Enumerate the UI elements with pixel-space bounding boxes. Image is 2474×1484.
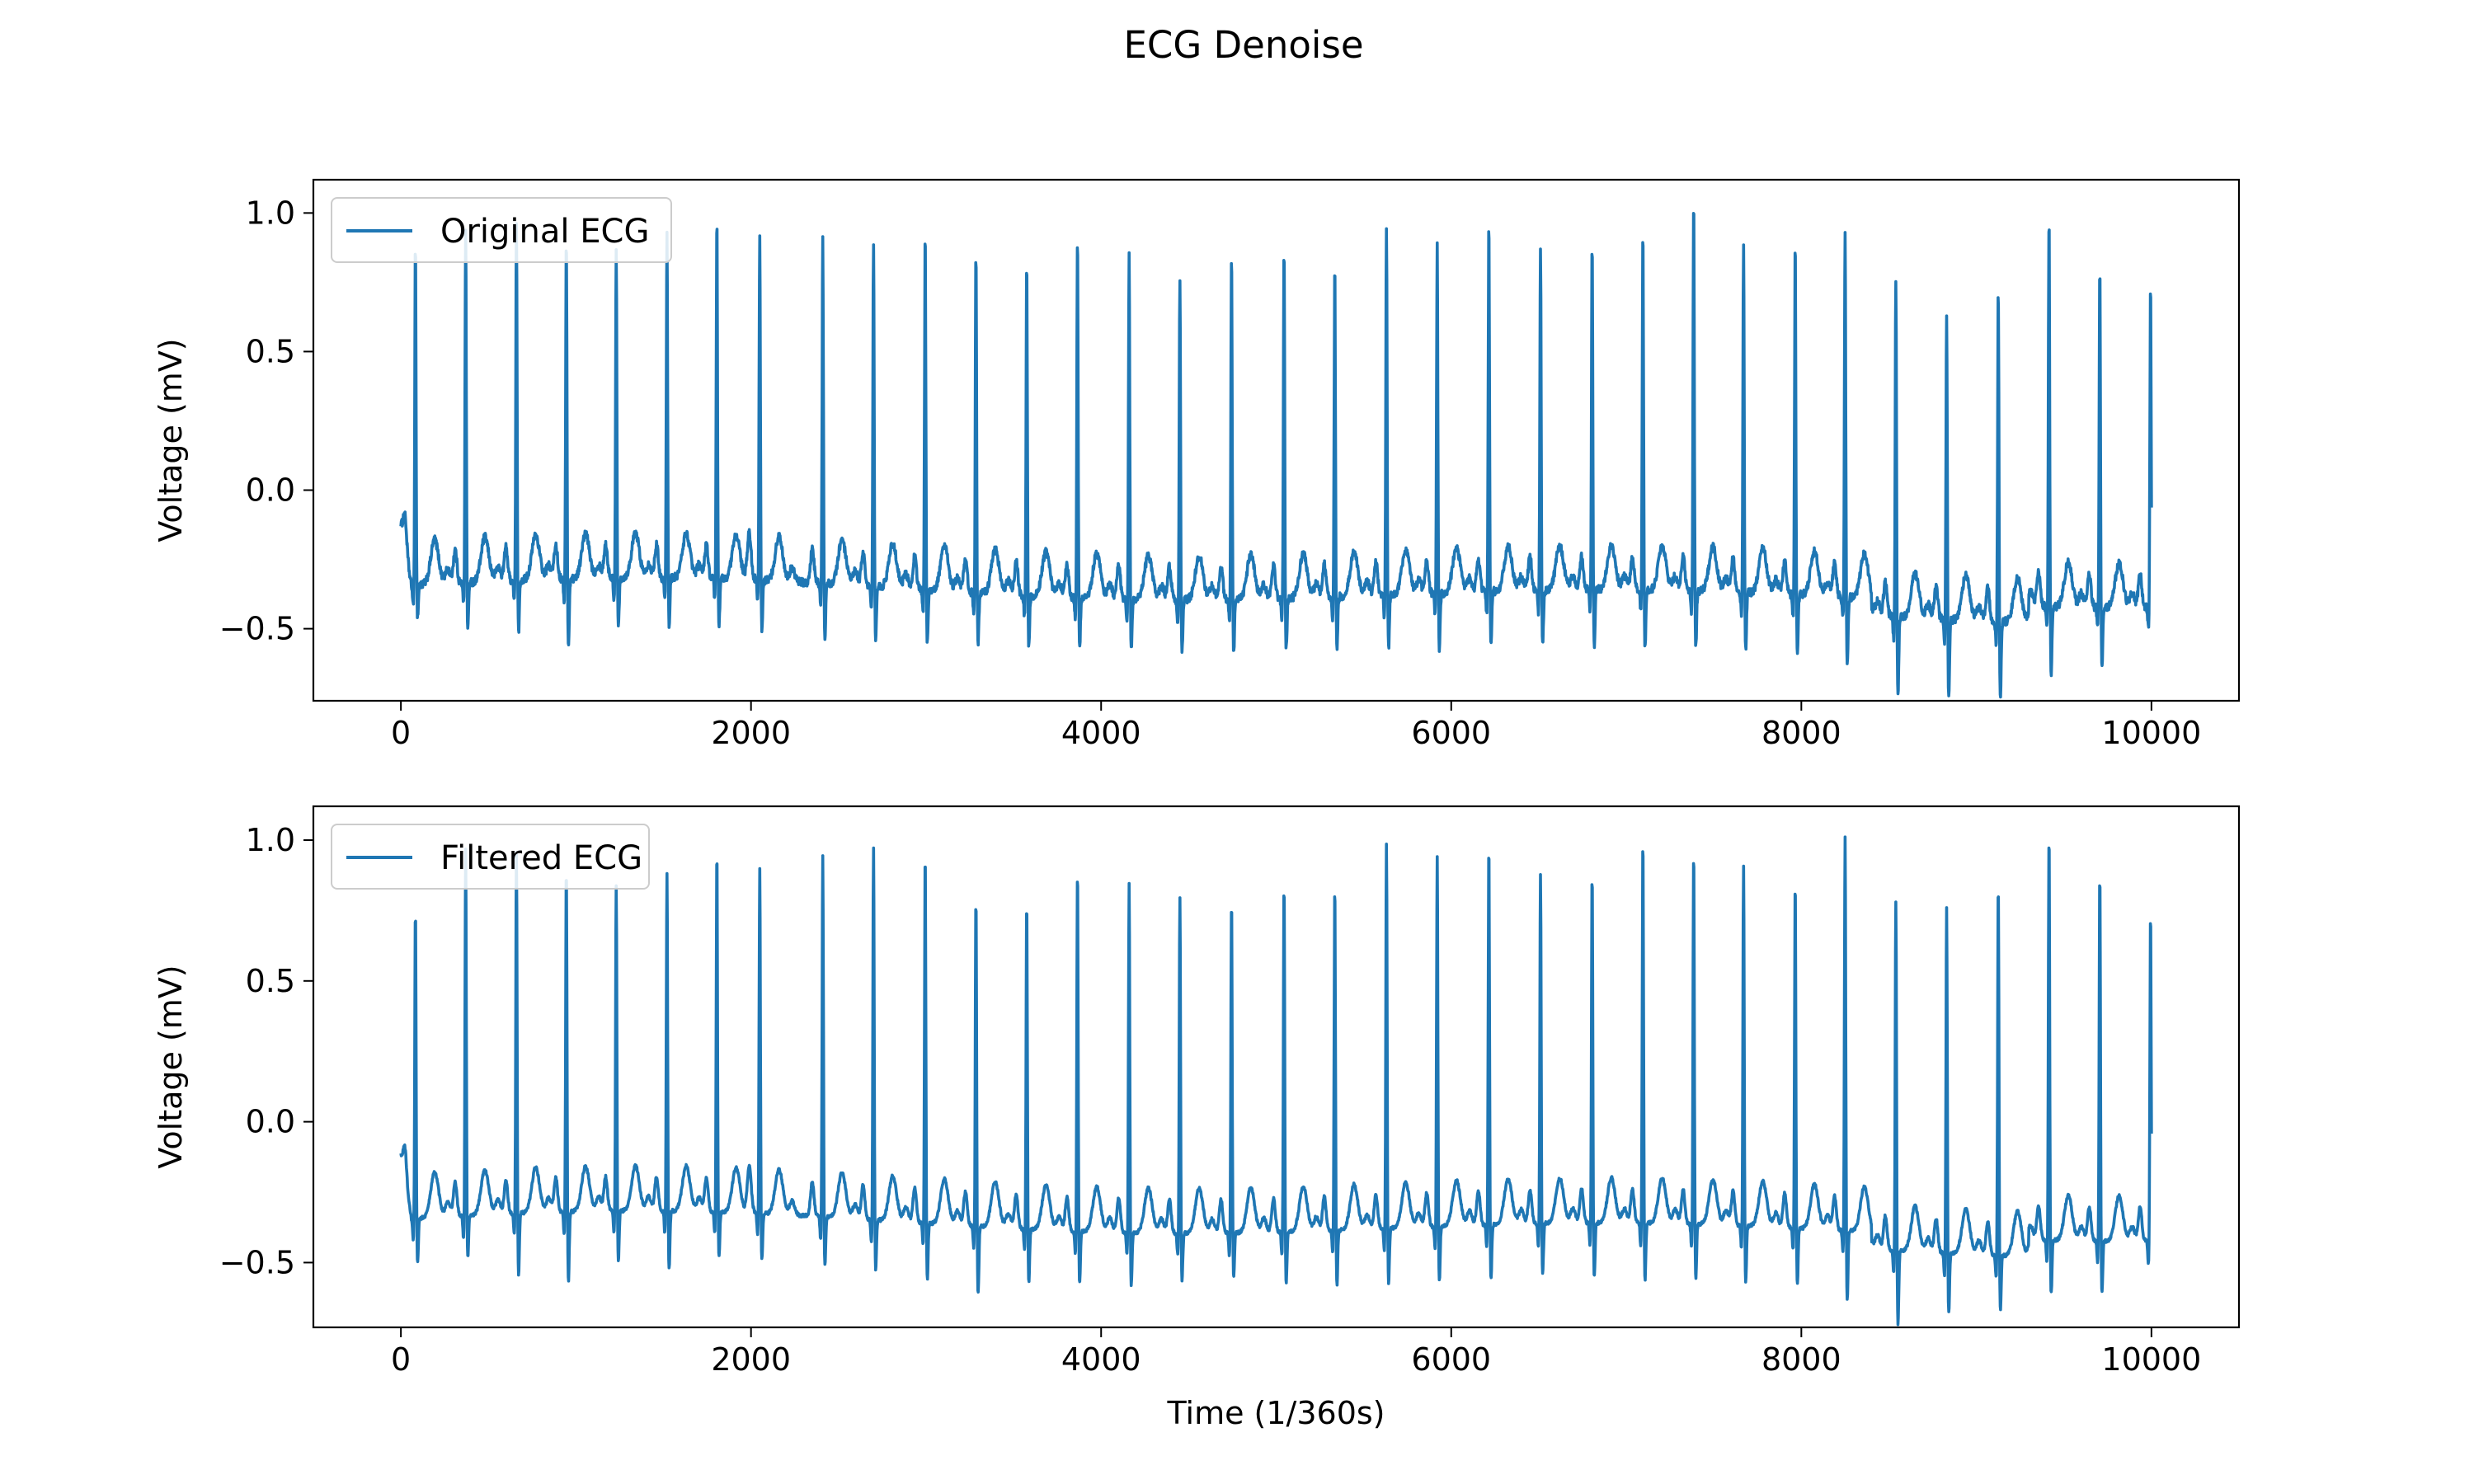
x-tick-label: 4000 [1061,1341,1141,1378]
y-axis-label: Voltage (mV) [153,965,189,1168]
y-tick-label: 0.5 [246,333,295,369]
x-tick-label: 2000 [711,1341,791,1378]
y-tick-label: 1.0 [246,195,295,231]
subplot-2: 0 2000 4000 6000 8000 10000 −0.5 0.0 0.5 1.0 Volta… [153,805,2241,1431]
legend-label: Original ECG [440,213,649,251]
series-line-original-ecg [399,211,2153,699]
figure-title: ECG Denoise [1123,23,1363,67]
y-axis-label: Voltage (mV) [153,338,189,542]
x-tick-label: 10000 [2101,1341,2201,1378]
series-line-filtered-ecg [399,835,2153,1327]
y-tick-label: 0.0 [246,1104,295,1140]
legend-box [331,197,672,263]
x-tick-label: 8000 [1761,715,1841,751]
axes-frame [312,178,2241,702]
x-tick-label: 6000 [1411,1341,1491,1378]
y-tick-label: 0.5 [246,963,295,999]
axes-frame [312,805,2241,1329]
y-tick-label: −0.5 [219,611,295,647]
legend: Filtered ECG [331,824,650,890]
x-tick-label: 8000 [1761,1341,1841,1378]
legend-box [331,824,650,890]
legend-label: Filtered ECG [440,839,642,877]
x-tick-label: 2000 [711,715,791,751]
x-axis-label: Time (1/360s) [1166,1395,1385,1431]
x-tick-label: 10000 [2101,715,2201,751]
y-tick-label: 0.0 [246,472,295,509]
y-tick-label: −0.5 [219,1244,295,1280]
x-tick-label: 4000 [1061,715,1141,751]
y-tick-label: 1.0 [246,822,295,858]
subplot-panels: 0 2000 4000 6000 8000 10000 −0.5 0.0 0.5 1.0 Volta… [153,178,2241,1431]
subplot-1: 0 2000 4000 6000 8000 10000 −0.5 0.0 0.5 1.0 Volta… [153,178,2241,751]
x-tick-label: 0 [391,715,411,751]
x-tick-label: 6000 [1411,715,1491,751]
x-tick-label: 0 [391,1341,411,1378]
legend: Original ECG [331,197,672,263]
